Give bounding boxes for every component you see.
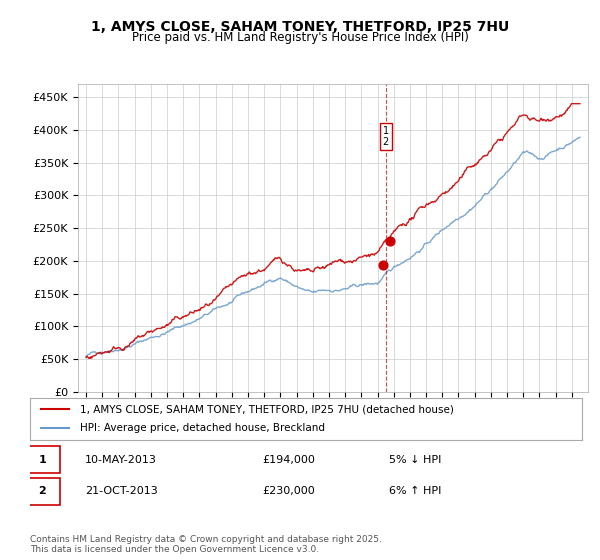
Point (386, 237, 395, 246)
Text: 6% ↑ HPI: 6% ↑ HPI (389, 487, 441, 497)
Text: 10-MAY-2013: 10-MAY-2013 (85, 455, 157, 465)
FancyBboxPatch shape (25, 446, 61, 473)
Text: 2: 2 (38, 487, 46, 497)
Text: £194,000: £194,000 (262, 455, 315, 465)
Text: £230,000: £230,000 (262, 487, 314, 497)
Text: HPI: Average price, detached house, Breckland: HPI: Average price, detached house, Brec… (80, 423, 325, 433)
FancyBboxPatch shape (25, 478, 61, 505)
Text: 21-OCT-2013: 21-OCT-2013 (85, 487, 158, 497)
Text: Contains HM Land Registry data © Crown copyright and database right 2025.
This d: Contains HM Land Registry data © Crown c… (30, 535, 382, 554)
Text: 1
2: 1 2 (382, 125, 389, 147)
Text: 1, AMYS CLOSE, SAHAM TONEY, THETFORD, IP25 7HU (detached house): 1, AMYS CLOSE, SAHAM TONEY, THETFORD, IP… (80, 404, 454, 414)
Text: 1: 1 (38, 455, 46, 465)
Text: 1, AMYS CLOSE, SAHAM TONEY, THETFORD, IP25 7HU: 1, AMYS CLOSE, SAHAM TONEY, THETFORD, IP… (91, 20, 509, 34)
Text: Price paid vs. HM Land Registry's House Price Index (HPI): Price paid vs. HM Land Registry's House … (131, 31, 469, 44)
Text: 5% ↓ HPI: 5% ↓ HPI (389, 455, 441, 465)
Point (379, 260, 388, 269)
